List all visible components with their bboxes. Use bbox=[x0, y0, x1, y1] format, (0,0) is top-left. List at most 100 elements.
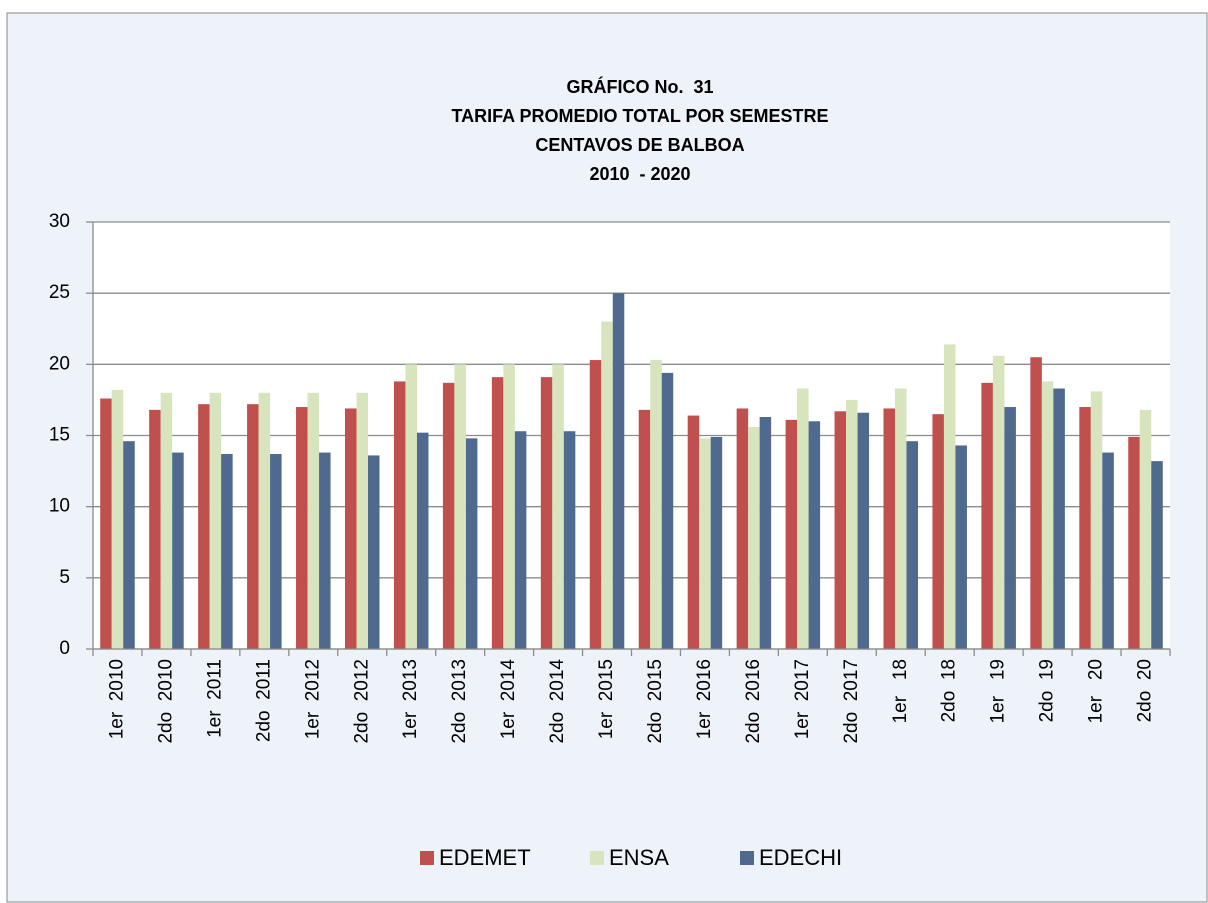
bar bbox=[857, 412, 870, 649]
bar bbox=[1102, 452, 1114, 649]
legend-label: EDECHI bbox=[759, 845, 842, 870]
chart-title: CENTAVOS DE BALBOA bbox=[535, 135, 744, 155]
x-tick-label: 2do 2017 bbox=[841, 659, 862, 744]
bar bbox=[687, 415, 700, 649]
bar bbox=[198, 404, 210, 649]
bar bbox=[552, 364, 564, 649]
bar bbox=[1090, 391, 1103, 649]
x-tick-label: 1er 2016 bbox=[694, 659, 715, 739]
bar bbox=[100, 398, 112, 649]
bar bbox=[1128, 436, 1140, 649]
bar bbox=[612, 293, 625, 649]
bar bbox=[992, 355, 1005, 649]
bar bbox=[416, 432, 429, 649]
bar bbox=[209, 392, 222, 649]
bar bbox=[540, 377, 553, 649]
bar bbox=[589, 360, 602, 649]
bar bbox=[1151, 461, 1163, 649]
bar bbox=[270, 454, 282, 649]
chart-title: GRÁFICO No. 31 bbox=[566, 76, 713, 97]
bar bbox=[247, 404, 259, 649]
bar bbox=[307, 392, 320, 649]
x-tick-label: 1er 2015 bbox=[596, 659, 617, 739]
bar bbox=[258, 392, 271, 649]
bar bbox=[981, 382, 993, 649]
x-tick-label: 2do 2013 bbox=[449, 659, 470, 744]
x-tick-label: 2do 2012 bbox=[351, 659, 372, 744]
bar bbox=[883, 408, 895, 649]
x-tick-label: 2do 2011 bbox=[253, 659, 274, 742]
bar bbox=[172, 452, 184, 649]
bar bbox=[149, 409, 161, 649]
x-tick-label: 2do 18 bbox=[939, 659, 960, 722]
bar bbox=[1004, 407, 1016, 649]
y-tick-label: 30 bbox=[49, 211, 70, 232]
y-tick-label: 0 bbox=[59, 638, 70, 659]
x-tick-label: 1er 18 bbox=[890, 659, 911, 723]
y-tick-label: 15 bbox=[49, 425, 70, 446]
y-tick-label: 20 bbox=[49, 353, 70, 374]
x-tick-label: 1er 2017 bbox=[792, 659, 813, 739]
bar bbox=[601, 321, 613, 649]
x-tick-label: 1er 2010 bbox=[106, 659, 127, 739]
bar bbox=[1079, 407, 1091, 649]
chart-title: 2010 - 2020 bbox=[589, 164, 690, 184]
bar bbox=[514, 431, 527, 649]
bar bbox=[736, 408, 749, 649]
bar bbox=[699, 438, 711, 649]
bar bbox=[834, 411, 847, 649]
x-tick-label: 1er 2011 bbox=[204, 659, 225, 738]
legend-label: EDEMET bbox=[439, 845, 531, 870]
bar bbox=[710, 436, 723, 649]
bar bbox=[563, 431, 576, 649]
x-tick-label: 1er 2012 bbox=[302, 659, 323, 739]
bar bbox=[356, 392, 369, 649]
bar bbox=[319, 452, 331, 649]
legend-label: ENSA bbox=[609, 845, 669, 870]
bar bbox=[906, 441, 919, 649]
bar bbox=[442, 382, 455, 649]
bar bbox=[111, 389, 124, 649]
bar bbox=[405, 364, 417, 649]
bar bbox=[393, 381, 406, 649]
bar bbox=[759, 416, 772, 649]
bar bbox=[932, 414, 944, 649]
legend-swatch bbox=[590, 851, 604, 865]
bar bbox=[491, 377, 504, 649]
x-tick-label: 2do 2015 bbox=[645, 659, 666, 744]
bar bbox=[1053, 388, 1065, 649]
bar bbox=[1041, 381, 1054, 649]
bar bbox=[465, 438, 478, 649]
x-tick-label: 2do 2014 bbox=[547, 659, 568, 744]
bar bbox=[1030, 357, 1042, 649]
legend-swatch bbox=[420, 851, 434, 865]
bar bbox=[661, 372, 674, 649]
bar bbox=[808, 421, 821, 649]
bar bbox=[846, 399, 858, 649]
bar bbox=[1139, 409, 1152, 649]
x-tick-label: 1er 19 bbox=[988, 659, 1009, 723]
bar bbox=[955, 445, 967, 649]
bar bbox=[344, 408, 357, 649]
bar bbox=[123, 441, 135, 649]
legend-swatch bbox=[740, 851, 754, 865]
x-tick-label: 2do 2010 bbox=[155, 659, 176, 744]
bar bbox=[650, 360, 662, 649]
x-tick-label: 2do 20 bbox=[1135, 659, 1156, 722]
x-tick-label: 2do 2016 bbox=[743, 659, 764, 744]
y-tick-label: 10 bbox=[49, 496, 70, 517]
bar bbox=[221, 454, 233, 649]
x-tick-label: 1er 20 bbox=[1086, 659, 1107, 723]
x-tick-label: 1er 2014 bbox=[498, 659, 519, 740]
bar bbox=[797, 388, 809, 649]
chart-title: TARIFA PROMEDIO TOTAL POR SEMESTRE bbox=[451, 106, 828, 126]
bar bbox=[296, 407, 308, 649]
y-tick-label: 5 bbox=[59, 567, 70, 588]
y-tick-label: 25 bbox=[49, 282, 70, 303]
bar bbox=[454, 364, 466, 649]
bar bbox=[160, 392, 173, 649]
bar bbox=[638, 409, 651, 649]
bar bbox=[943, 344, 956, 649]
